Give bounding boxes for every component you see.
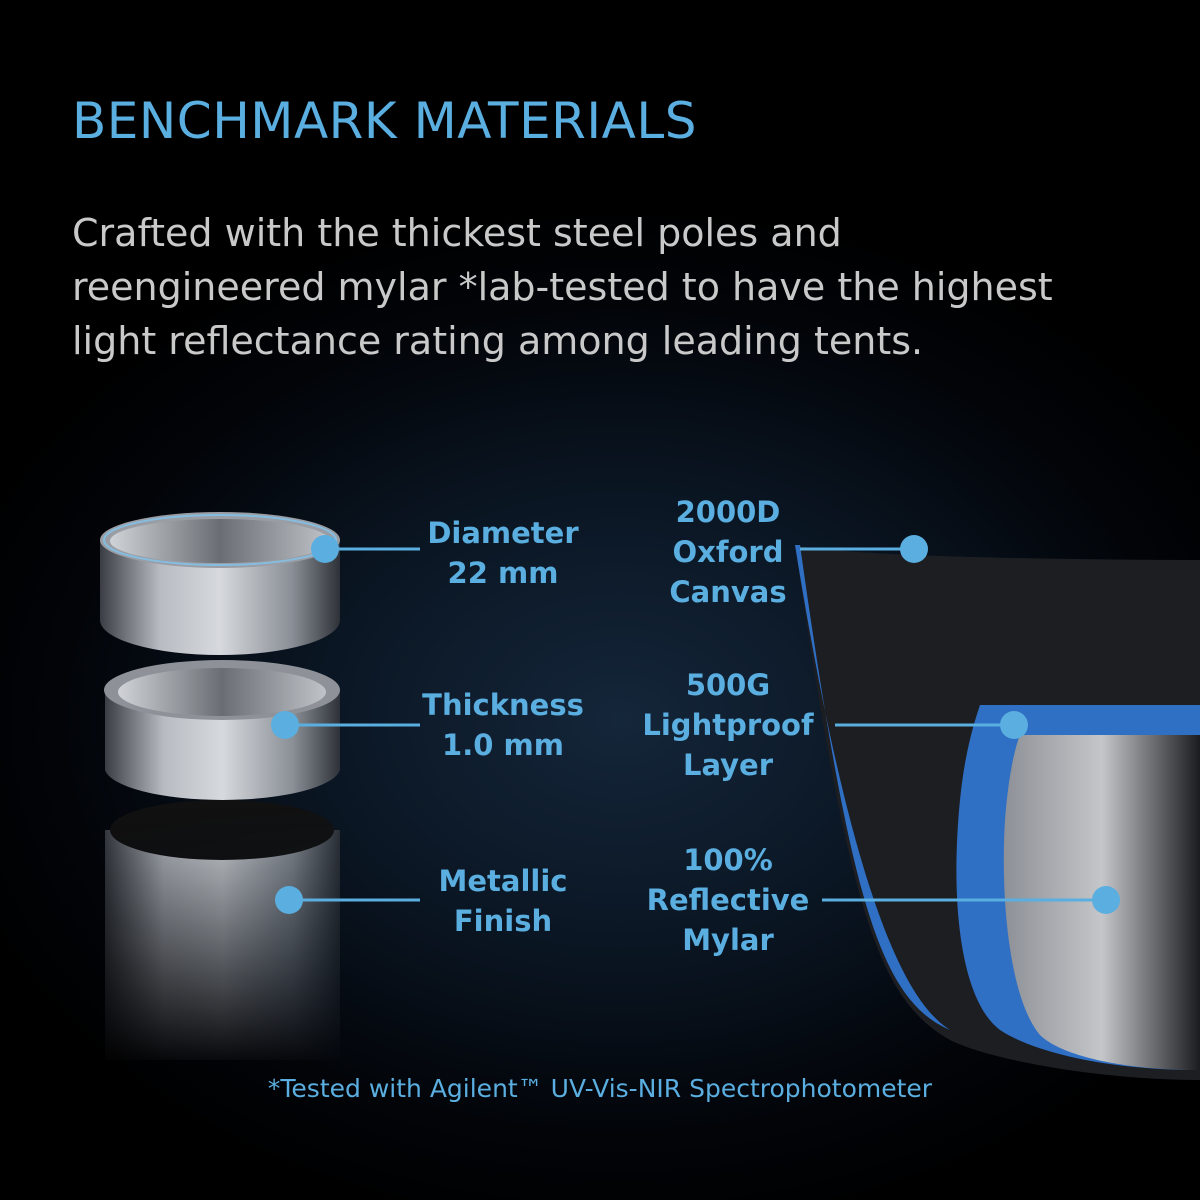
- label-line: 1.0 mm: [442, 728, 564, 762]
- label-line: 500G: [685, 668, 771, 702]
- pole-reflection: [105, 800, 340, 1060]
- label-metallic-finish: Metallic Finish: [383, 861, 623, 941]
- label-line: Reflective: [646, 883, 810, 917]
- label-line: 100%: [683, 843, 773, 877]
- description-line: light reflectance rating among leading t…: [72, 319, 924, 363]
- label-oxford-canvas: 2000D Oxford Canvas: [608, 492, 848, 612]
- label-line: 22 mm: [447, 556, 559, 590]
- description-line: Crafted with the thickest steel poles an…: [72, 211, 842, 255]
- label-line: Diameter: [427, 516, 579, 550]
- label-lightproof-layer: 500G Lightproof Layer: [608, 665, 848, 785]
- pole-ring-middle: [104, 660, 340, 800]
- footnote: *Tested with Agilent™ UV-Vis-NIR Spectro…: [267, 1074, 933, 1103]
- callout-markers: [271, 535, 1120, 914]
- page-title: BENCHMARK MATERIALS: [72, 92, 697, 150]
- label-thickness: Thickness 1.0 mm: [383, 685, 623, 765]
- label-line: Mylar: [682, 923, 774, 957]
- label-line: Canvas: [669, 575, 787, 609]
- label-line: 2000D: [675, 495, 781, 529]
- description: Crafted with the thickest steel poles an…: [72, 206, 1172, 368]
- fabric-layers: [795, 545, 1200, 1080]
- description-line: reengineered mylar *lab-tested to have t…: [72, 265, 1053, 309]
- label-diameter: Diameter 22 mm: [383, 513, 623, 593]
- label-reflective-mylar: 100% Reflective Mylar: [608, 840, 848, 960]
- label-line: Lightproof: [642, 708, 814, 742]
- label-line: Layer: [682, 748, 774, 782]
- pole-ring-top: [100, 512, 340, 655]
- label-line: Metallic: [438, 864, 568, 898]
- label-line: Oxford: [672, 535, 784, 569]
- label-line: Finish: [453, 904, 553, 938]
- label-line: Thickness: [422, 688, 584, 722]
